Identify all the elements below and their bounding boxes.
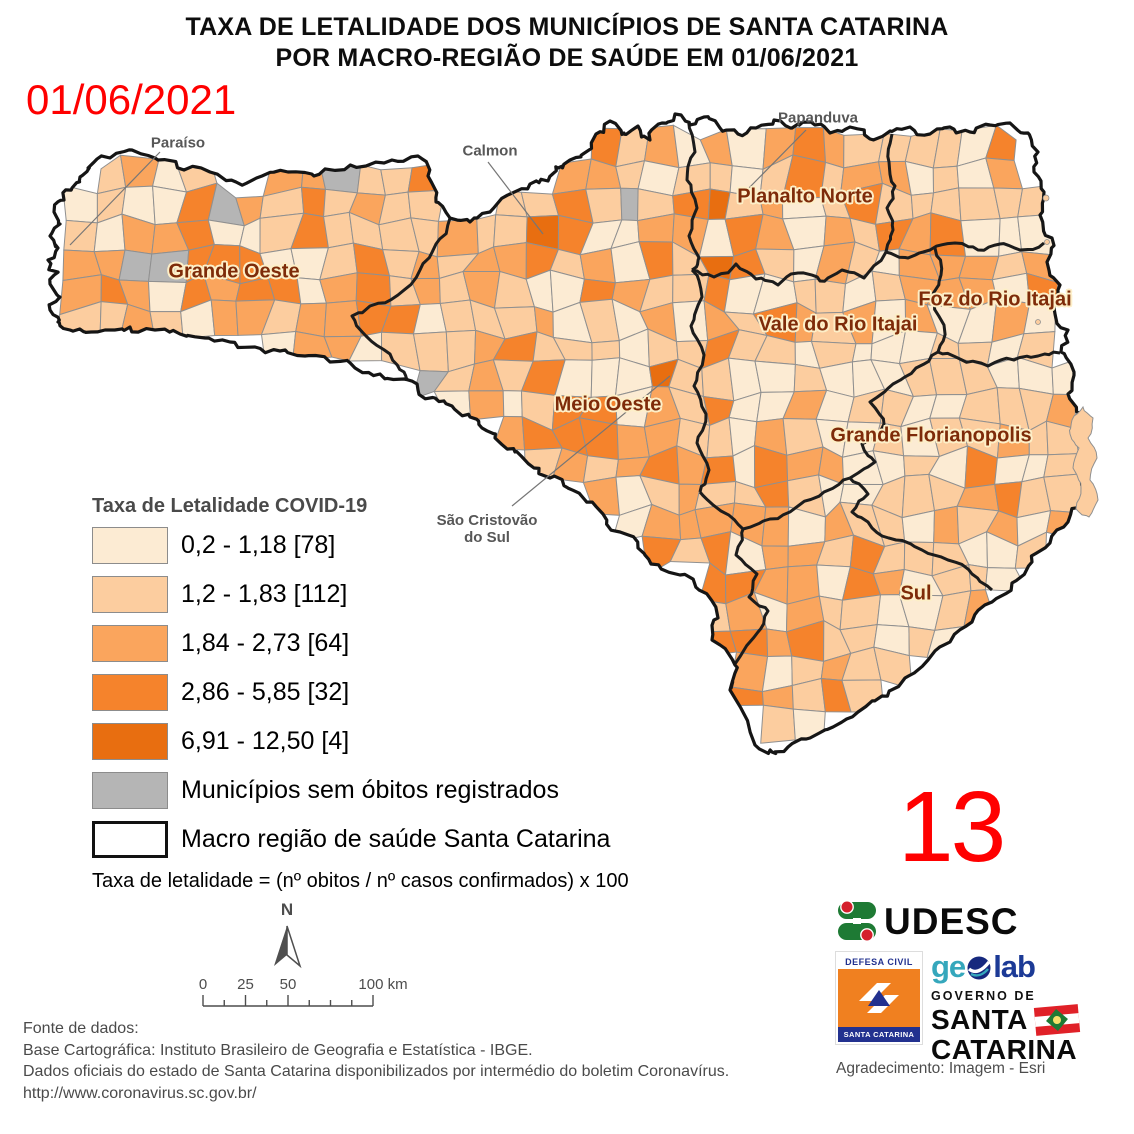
page-title: TAXA DE LETALIDADE DOS MUNICÍPIOS DE SAN… [0,12,1134,74]
legend-class-label: 0,2 - 1,18 [78] [181,531,336,559]
defesa-civil-subtitle: SANTA CATARINA [838,1027,920,1042]
legend-class-label: 6,91 - 12,50 [4] [181,727,350,755]
legend-swatch [92,821,168,858]
legend-class-label: 1,2 - 1,83 [112] [181,580,348,608]
label-leader-line [487,161,544,235]
title-line2: POR MACRO-REGIÃO DE SAÚDE EM 01/06/2021 [275,44,859,72]
source-text: Fonte de dados: Base Cartográfica: Insti… [23,1018,729,1104]
geolab-globe-icon [967,956,991,980]
macro-region-border [689,268,711,493]
date-stamp: 01/06/2021 [26,76,237,123]
macro-region-border [884,133,897,253]
source-line: Base Cartográfica: Instituto Brasileiro … [23,1041,533,1059]
macro-region-border [691,251,888,287]
legend-row: 6,91 - 12,50 [4] [92,723,629,760]
geolab-ge: ge [931,949,966,984]
legend-row: 1,2 - 1,83 [112] [92,576,629,613]
island [1044,239,1050,245]
credits-block: UDESC DEFESA CIVIL SANTA CATARINA ge [836,898,1086,1065]
north-label: N [281,900,293,919]
esri-credit: Agradecimento: Imagem - Esri [836,1060,1046,1077]
legend-class-label: 2,86 - 5,85 [32] [181,678,350,706]
legend-swatch [92,527,168,564]
macro-region-border [742,476,851,531]
macro-region-border [848,477,993,592]
region-label: Vale do Rio Itajai [758,313,918,336]
macro-region-border [849,350,939,480]
island [1035,319,1041,325]
region-label: Grande Oeste [168,260,300,283]
legend-formula: Taxa de letalidade = (nº obitos / nº cas… [92,870,629,892]
udesc-logo: UDESC [836,898,1086,946]
legend-swatch [92,772,168,809]
defesa-civil-title: DEFESA CIVIL [838,954,920,969]
santa-text: SANTA [931,1004,1028,1035]
page-number: 13 [898,771,1006,883]
legend-row: Macro região de saúde Santa Catarina [92,821,629,858]
legend: Taxa de Letalidade COVID-19 0,2 - 1,18 [… [92,495,629,893]
north-arrow-icon [274,926,287,966]
scalebar-label: 100 km [358,976,407,993]
legend-row: 2,86 - 5,85 [32] [92,674,629,711]
legend-swatch [92,625,168,662]
defesa-civil-emblem-icon [838,969,920,1027]
island [1042,194,1050,202]
governo-de-text: GOVERNO DE [931,989,1036,1003]
legend-swatch [92,723,168,760]
scalebar-label: 50 [280,976,297,993]
legend-class-label: 1,84 - 2,73 [64] [181,629,350,657]
macro-region-border [350,217,452,384]
defesa-civil-logo: DEFESA CIVIL SANTA CATARINA [836,952,922,1044]
legend-row: Municípios sem óbitos registrados [92,772,629,809]
udesc-symbol-icon [838,900,876,942]
region-label: Grande Florianopolis [830,424,1032,447]
municipality-label: Papanduva [777,109,859,127]
geolab-logo: ge lab [931,949,1082,984]
municipality-label: Paraíso [150,134,206,152]
legend-row: 1,84 - 2,73 [64] [92,625,629,662]
scalebar-graphic: N 0 25 50 100 km [199,900,408,1007]
source-line: Dados oficiais do estado de Santa Catari… [23,1063,730,1080]
santa-catarina-flag-icon [1033,1004,1081,1036]
scalebar-label: 0 [199,976,207,993]
geolab-lab: lab [993,949,1036,984]
title-line1: TAXA DE LETALIDADE DOS MUNICÍPIOS DE SAN… [185,13,949,41]
legend-swatch [92,576,168,613]
legend-class-label: Municípios sem óbitos registrados [181,776,559,804]
legend-swatch [92,674,168,711]
region-label: Sul [900,582,932,605]
macro-region-border [685,123,701,272]
macro-region-border [885,241,1045,260]
source-line: Fonte de dados: [23,1020,139,1037]
legend-rows: 0,2 - 1,18 [78] 1,2 - 1,83 [112] 1,84 - 2,… [92,527,629,858]
municipality-label: Calmon [462,142,518,160]
legend-title: Taxa de Letalidade COVID-19 [92,495,368,517]
region-label: Meio Oeste [554,393,662,416]
label-leader-line [744,129,807,193]
scalebar-label: 25 [237,976,254,993]
source-line: http://www.coronavirus.sc.gov.br/ [23,1084,257,1102]
udesc-wordmark: UDESC [884,901,1019,942]
region-label: Foz do Rio Itajai [918,288,1072,311]
north-arrow-and-scalebar: N 0 25 50 100 km [190,893,430,1018]
north-arrow-icon [286,925,302,969]
macro-region-border [698,491,770,690]
municipality-label: São Cristovão do Sul [436,512,538,546]
legend-row: 0,2 - 1,18 [78] [92,527,629,564]
island [1068,405,1099,518]
label-leader-line [69,151,161,246]
legend-class-label: Macro região de saúde Santa Catarina [181,825,611,853]
catarina-text: CATARINA [931,1034,1078,1065]
region-label: Planalto Norte [737,185,873,208]
